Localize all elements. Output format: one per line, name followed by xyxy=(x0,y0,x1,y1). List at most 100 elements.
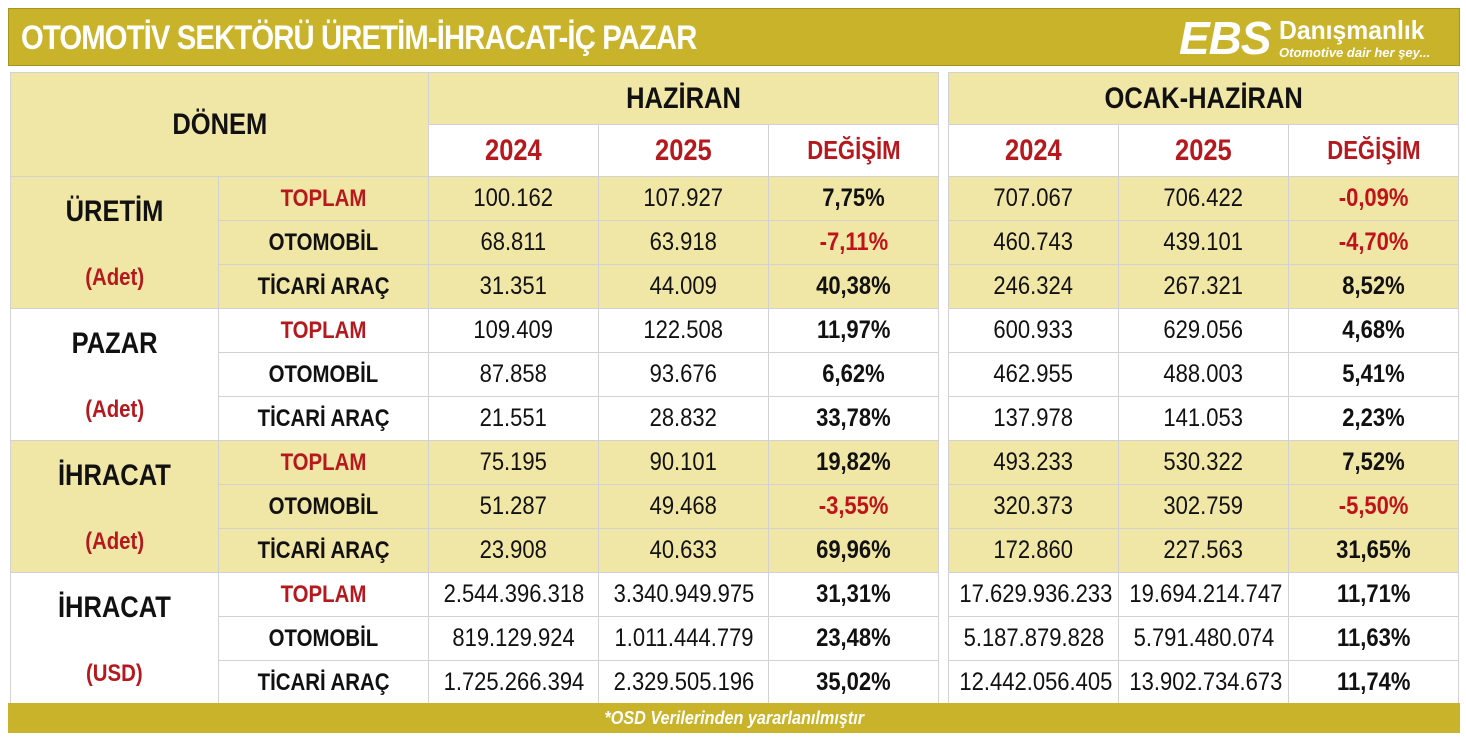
haziran-2024-value-cell: 819.129.924 xyxy=(428,616,600,661)
page-title: OTOMOTİV SEKTÖRÜ ÜRETİM-İHRACAT-İÇ PAZAR xyxy=(21,19,697,57)
ocak-haziran-change-value: -4,70% xyxy=(1338,228,1409,256)
table-row: İHRACAT (Adet) TOPLAM 75.195 90.101 19,82% xyxy=(10,440,940,573)
haziran-change-value-cell: 7,75% xyxy=(768,176,940,221)
ocak-haziran-2024-value-cell: 5.187.879.828 xyxy=(948,616,1119,661)
haziran-change-value-cell: 33,78% xyxy=(768,396,940,441)
ocak-haziran-header-cell: OCAK-HAZİRAN xyxy=(947,72,1460,125)
haziran-2024-value: 21.551 xyxy=(479,404,548,432)
haziran-2025-value-cell: 2.329.505.196 xyxy=(598,660,770,705)
haziran-change-value: 40,38% xyxy=(816,272,891,300)
haziran-2025-value: 2.329.505.196 xyxy=(613,668,754,696)
row-label: TİCARİ ARAÇ xyxy=(257,536,390,564)
table-row: 462.955 488.003 5,41% xyxy=(948,352,1460,397)
row-label: TİCARİ ARAÇ xyxy=(257,404,390,432)
ocak-haziran-2024-value: 12.442.056.405 xyxy=(959,668,1113,696)
ocak-haziran-change-value-cell: 11,74% xyxy=(1287,660,1460,705)
group-unit: (USD) xyxy=(86,659,143,687)
haziran-2024-value-cell: 2.544.396.318 xyxy=(428,572,600,617)
ocak-haziran-2024-value-cell: 172.860 xyxy=(948,528,1119,573)
ocak-haziran-change-value: 8,52% xyxy=(1342,272,1405,300)
ocak-haziran-change-value: 2,23% xyxy=(1342,404,1405,432)
ocak-haziran-2024-value-cell: 17.629.936.233 xyxy=(948,572,1119,617)
ocak-haziran-year-2025-cell: 2025 xyxy=(1118,124,1289,177)
haziran-2024-value-cell: 51.287 xyxy=(428,484,600,529)
row-label-cell: OTOMOBİL xyxy=(217,220,430,265)
haziran-2024-value: 819.129.924 xyxy=(452,624,575,652)
ocak-haziran-change-value: 31,65% xyxy=(1336,536,1411,564)
ocak-haziran-change-value-cell: 4,68% xyxy=(1287,308,1460,353)
group-label-cell: İHRACAT (USD) xyxy=(10,572,219,705)
logo-tagline: Otomotive dair her şey... xyxy=(1279,45,1431,60)
row-label: TİCARİ ARAÇ xyxy=(257,272,390,300)
ocak-haziran-change-header: DEĞİŞİM xyxy=(1326,135,1421,165)
ocak-haziran-change-value: 7,52% xyxy=(1342,448,1405,476)
table-row: 5.187.879.828 5.791.480.074 11,63% xyxy=(948,616,1460,661)
ocak-haziran-2024-value-cell: 246.324 xyxy=(948,264,1119,309)
ocak-haziran-2025-value: 227.563 xyxy=(1163,536,1244,564)
haziran-2025-value-cell: 28.832 xyxy=(598,396,770,441)
haziran-2025-value: 28.832 xyxy=(649,404,718,432)
ocak-haziran-change-value-cell: 31,65% xyxy=(1287,528,1460,573)
ocak-haziran-2025-value-cell: 488.003 xyxy=(1118,352,1289,397)
ocak-haziran-change-value: -0,09% xyxy=(1338,184,1409,212)
row-label-cell: OTOMOBİL xyxy=(217,484,430,529)
ocak-haziran-2025-value: 141.053 xyxy=(1163,404,1244,432)
haziran-change-value: 23,48% xyxy=(816,624,891,652)
donem-header-cell: DÖNEM xyxy=(9,72,430,177)
ocak-haziran-year-2024: 2024 xyxy=(1005,133,1062,167)
ocak-haziran-2025-value-cell: 439.101 xyxy=(1118,220,1289,265)
table-row: TİCARİ ARAÇ 23.908 40.633 69,96% xyxy=(11,528,940,573)
haziran-year-2025: 2025 xyxy=(655,133,712,167)
row-label: OTOMOBİL xyxy=(268,492,379,520)
row-label-cell: TOPLAM xyxy=(217,308,430,353)
haziran-change-value-cell: 19,82% xyxy=(768,440,940,485)
haziran-2025-value: 40.633 xyxy=(649,536,718,564)
ocak-haziran-change-value-cell: 7,52% xyxy=(1287,440,1460,485)
ocak-haziran-change-value-cell: 2,23% xyxy=(1287,396,1460,441)
table-row: İHRACAT (USD) TOPLAM 2.544.396.318 3.340.949… xyxy=(10,572,940,705)
haziran-change-value: 11,97% xyxy=(816,316,891,344)
ocak-haziran-2024-value-cell: 707.067 xyxy=(948,176,1119,221)
haziran-header: HAZİRAN xyxy=(626,81,741,115)
haziran-2025-value-cell: 63.918 xyxy=(598,220,770,265)
ocak-haziran-table: OCAK-HAZİRAN 2024 2025 DEĞİŞİM 707.067 706.42… xyxy=(947,72,1460,705)
table-row: OTOMOBİL 51.287 49.468 -3,55% xyxy=(11,484,940,529)
ocak-haziran-2024-value: 707.067 xyxy=(993,184,1074,212)
table-row: 707.067 706.422 -0,09% xyxy=(948,176,1460,221)
haziran-change-value: 31,31% xyxy=(816,580,891,608)
haziran-2025-value: 44.009 xyxy=(649,272,718,300)
donem-header: DÖNEM xyxy=(172,107,267,141)
haziran-2024-value-cell: 75.195 xyxy=(428,440,600,485)
haziran-header-cell: HAZİRAN xyxy=(428,72,940,125)
row-label-cell: TİCARİ ARAÇ xyxy=(217,660,430,705)
table-row: 12.442.056.405 13.902.734.673 11,74% xyxy=(948,660,1460,705)
ocak-haziran-2025-value-cell: 706.422 xyxy=(1118,176,1289,221)
group-unit: (Adet) xyxy=(85,263,144,291)
haziran-year-2024: 2024 xyxy=(485,133,542,167)
ebs-logo: EBS Danışmanlık Otomotive dair her şey..… xyxy=(1179,13,1449,63)
haziran-change-value-cell: 69,96% xyxy=(768,528,940,573)
row-label-cell: TOPLAM xyxy=(217,572,430,617)
haziran-2025-value: 93.676 xyxy=(649,360,718,388)
ocak-haziran-2025-value-cell: 141.053 xyxy=(1118,396,1289,441)
ocak-haziran-2025-value-cell: 5.791.480.074 xyxy=(1118,616,1289,661)
table-row: 493.233 530.322 7,52% xyxy=(948,440,1460,485)
haziran-change-header: DEĞİŞİM xyxy=(806,135,901,165)
haziran-2025-value: 1.011.444.779 xyxy=(613,624,754,652)
group-name: İHRACAT xyxy=(58,458,171,492)
logo-name: Danışmanlık xyxy=(1279,15,1425,45)
ocak-haziran-2024-value: 600.933 xyxy=(993,316,1074,344)
haziran-change-value: 33,78% xyxy=(816,404,891,432)
ocak-haziran-2025-value: 530.322 xyxy=(1163,448,1244,476)
haziran-2024-value: 23.908 xyxy=(479,536,548,564)
ocak-haziran-2025-value-cell: 13.902.734.673 xyxy=(1118,660,1289,705)
row-label-cell: TİCARİ ARAÇ xyxy=(217,528,430,573)
ocak-haziran-2024-value-cell: 137.978 xyxy=(948,396,1119,441)
row-label: TOPLAM xyxy=(280,316,367,344)
haziran-2024-value: 1.725.266.394 xyxy=(443,668,584,696)
haziran-2024-value: 100.162 xyxy=(473,184,554,212)
row-label-cell: TOPLAM xyxy=(217,440,430,485)
ocak-haziran-change-value: 5,41% xyxy=(1342,360,1405,388)
row-label: TOPLAM xyxy=(280,580,367,608)
ocak-haziran-change-value: -5,50% xyxy=(1338,492,1409,520)
